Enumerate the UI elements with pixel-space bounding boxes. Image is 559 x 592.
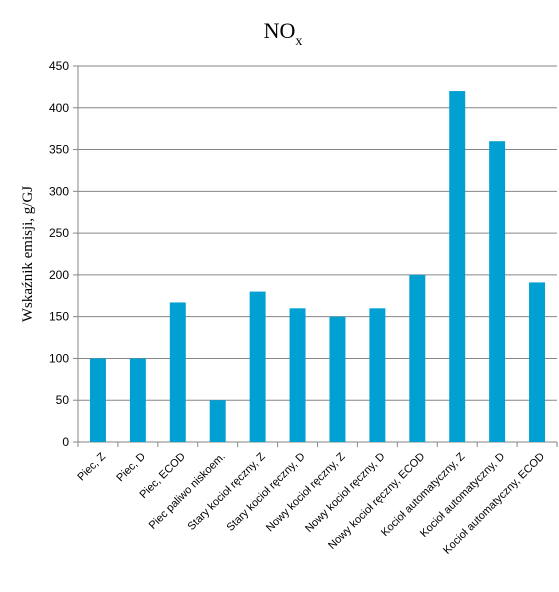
y-tick-label: 350 [49,143,69,157]
chart-title-subscript: x [295,34,302,49]
y-tick-label: 200 [49,268,69,282]
x-category-label: Nowy kocioł ręczny, Z [264,450,348,534]
bar [409,274,426,442]
chart-title-main: NO [264,18,296,43]
gridlines [78,65,557,401]
y-tick-label: 300 [49,184,69,198]
bar [289,308,306,442]
bar [489,141,506,442]
bar [449,91,466,443]
y-axis-ticks: 0 50 100 150 200 250 300 350 400 450 [49,59,78,449]
bar [169,302,186,442]
bar [329,316,346,442]
y-tick-label: 50 [56,393,70,407]
y-axis-label: Wskaźnik emisji, g/GJ [20,186,36,322]
bar [129,358,146,442]
y-tick-label: 100 [49,351,69,365]
y-tick-label: 450 [49,59,69,73]
bar [89,358,106,442]
bar [529,282,546,442]
y-tick-label: 0 [62,435,69,449]
bar [209,400,226,442]
y-tick-label: 150 [49,310,69,324]
x-category-label: Stary kocioł ręczny, D [225,451,308,534]
x-category-label: Piec, Z [75,450,108,483]
y-tick-label: 400 [49,101,69,115]
bar [369,308,386,442]
x-category-label: Nowy kocioł ręczny, D [303,451,387,535]
chart-title: NOx [264,18,303,49]
x-category-label: Piec, D [114,451,148,485]
x-category-label: Stary kocioł ręczny, Z [185,450,267,532]
x-axis-tick-marks [77,442,558,447]
y-tick-label: 250 [49,226,69,240]
bars [89,91,546,443]
bar [249,291,266,442]
x-category-label: Piec paliwo niskoem. [147,451,228,532]
